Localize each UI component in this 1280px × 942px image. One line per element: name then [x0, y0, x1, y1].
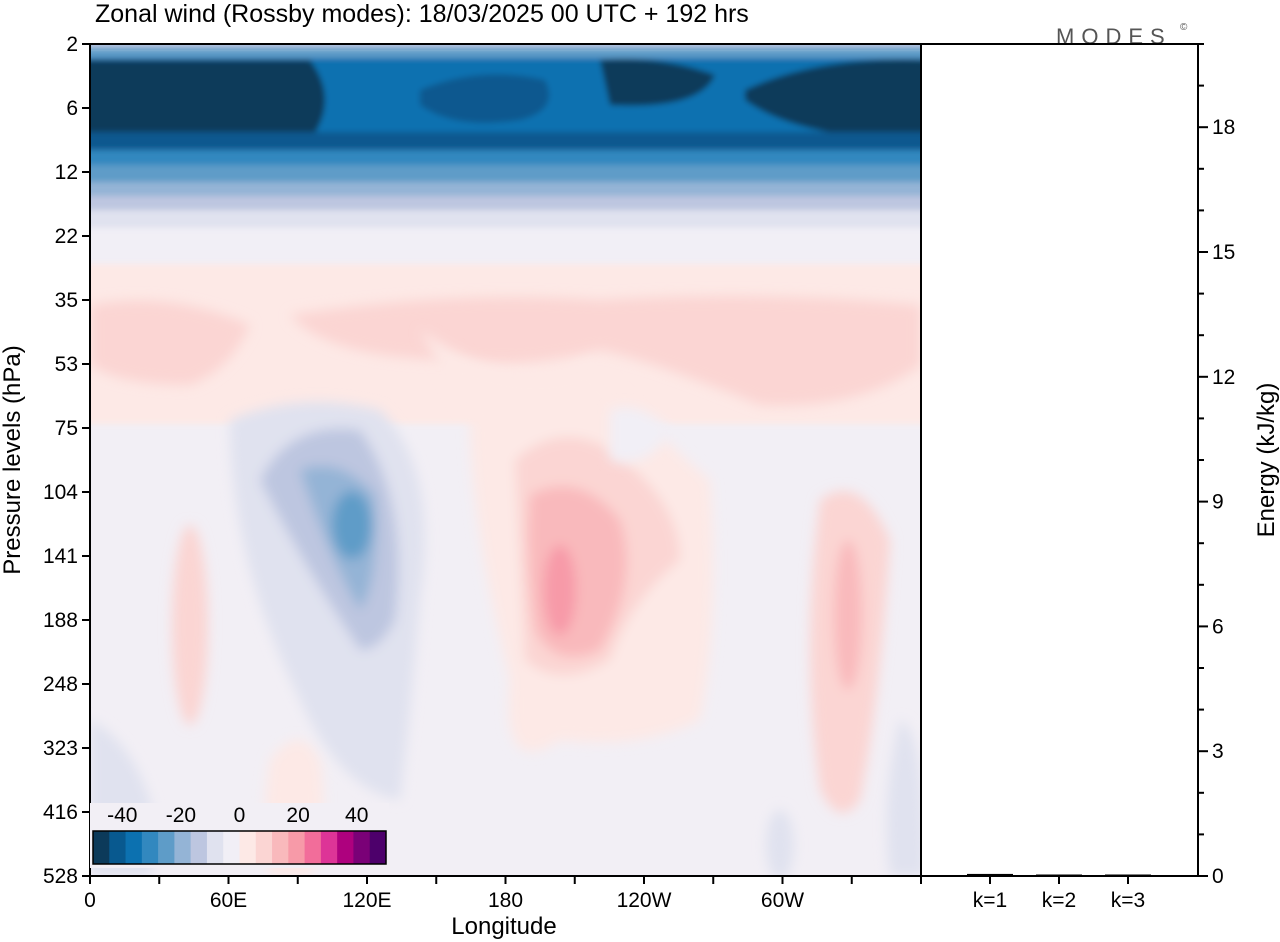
colorbar-swatch: [109, 831, 127, 864]
x-tick-label: 120E: [342, 889, 391, 912]
pressure-axis: 2 6 12 22 35 53 75 104 141 188 248 323 416 528: [43, 33, 90, 888]
field-band-top: [90, 44, 921, 50]
category-label: k=3: [1111, 889, 1145, 912]
colorbar-tick-label: 40: [345, 804, 368, 827]
y-tick-label: 528: [43, 865, 78, 888]
colorbar-swatch: [158, 831, 175, 864]
y-tick-label: 416: [43, 801, 78, 824]
y-tick-label: 248: [43, 673, 78, 696]
y-tick-label: 12: [55, 161, 78, 184]
energy-tick-label: 12: [1212, 366, 1235, 389]
energy-axis-title: Energy (kJ/kg): [1253, 383, 1280, 538]
colorbar-swatch: [174, 831, 192, 864]
easterly-cell-mid: [90, 402, 921, 876]
energy-tick-label: 0: [1212, 865, 1224, 888]
energy-bar: [1105, 874, 1151, 876]
y-tick-label: 141: [43, 545, 78, 568]
copyright-mark: ©: [1180, 22, 1188, 33]
colorbar-frame: [92, 830, 387, 865]
energy-panel-frame: [920, 43, 1199, 877]
y-tick-label: 2: [66, 33, 78, 56]
colorbar-tick-label: 20: [286, 804, 309, 827]
y-tick-label: 35: [55, 289, 78, 312]
y-tick-label: 6: [66, 97, 78, 120]
energy-tick-label: 9: [1212, 491, 1224, 514]
colorbar-swatch: [239, 831, 257, 864]
longitude-axis: 0 60E 120E 180 120W 60W: [84, 876, 922, 912]
y-axis-title: Pressure levels (hPa): [0, 345, 26, 574]
modes-logo: MODES: [1056, 24, 1172, 49]
y-tick-label: 104: [43, 481, 78, 504]
colorbar-swatch: [369, 831, 387, 864]
colorbar-tick-label: -20: [166, 804, 196, 827]
colorbar-swatch: [190, 831, 208, 864]
energy-axis: 0 3 6 9 12 15 18: [1198, 43, 1235, 888]
energy-tick-label: 3: [1212, 740, 1224, 763]
energy-tick-label: 6: [1212, 615, 1224, 638]
colorbar-swatch: [288, 831, 306, 864]
x-tick-label: 60E: [210, 889, 247, 912]
colorbar: -40 -20 0 20 40: [90, 803, 389, 868]
x-tick-label: 120W: [617, 889, 672, 912]
colorbar-swatch: [337, 831, 354, 864]
y-tick-label: 53: [55, 353, 78, 376]
x-axis-title: Longitude: [451, 913, 556, 940]
colorbar-swatch: [255, 831, 273, 864]
energy-bars: k=1 k=2 k=3: [967, 873, 1151, 912]
colorbar-swatch: [93, 831, 110, 864]
energy-tick-label: 15: [1212, 241, 1235, 264]
colorbar-swatch: [272, 831, 289, 864]
colorbar-swatch: [353, 831, 371, 864]
x-tick-label: 180: [488, 889, 523, 912]
energy-bar: [967, 873, 1013, 876]
x-tick-label: 0: [84, 889, 96, 912]
chart-title: Zonal wind (Rossby modes): 18/03/2025 00…: [95, 0, 749, 28]
category-label: k=2: [1042, 889, 1076, 912]
colorbar-swatch: [320, 831, 338, 864]
colorbar-swatch: [141, 831, 159, 864]
colorbar-swatch: [125, 831, 143, 864]
zonal-wind-field: [90, 44, 921, 876]
colorbar-swatch: [223, 831, 240, 864]
colorbar-swatch: [304, 831, 322, 864]
easterly-jet-upper: [90, 48, 921, 266]
westerly-lobes-upper: [90, 296, 921, 406]
colorbar-tick-label: -40: [107, 804, 137, 827]
colorbar-swatch: [206, 831, 224, 864]
colorbar-tick-label: 0: [234, 804, 246, 827]
x-tick-label: 60W: [761, 889, 804, 912]
energy-tick-label: 18: [1212, 116, 1235, 139]
energy-bar: [1036, 874, 1082, 876]
y-tick-label: 22: [55, 225, 78, 248]
category-label: k=1: [973, 889, 1007, 912]
y-tick-label: 188: [43, 609, 78, 632]
y-tick-label: 323: [43, 737, 78, 760]
y-tick-label: 75: [55, 417, 78, 440]
